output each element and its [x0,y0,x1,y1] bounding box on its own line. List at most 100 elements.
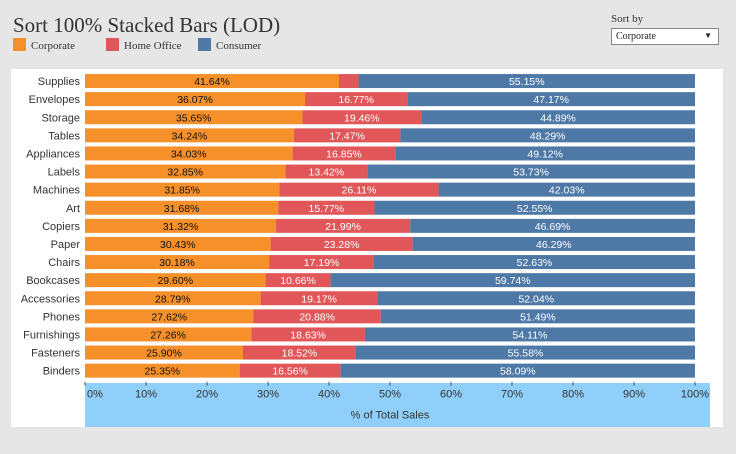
category-label-supplies: Supplies [38,76,81,88]
bar-segment-corporate-chairs[interactable] [85,255,270,270]
bar-segment-consumer-storage[interactable] [421,110,695,125]
category-label-accessories: Accessories [21,293,81,305]
bar-segment-corporate-furnishings[interactable] [85,327,252,342]
data-label-corporate-envelopes: 36.07% [177,94,213,106]
chart-title: Sort 100% Stacked Bars (LOD) [13,13,281,37]
category-label-phones: Phones [43,311,81,323]
bar-segment-corporate-machines[interactable] [85,182,280,197]
sort-by-dropdown[interactable]: Corporate ▼ [611,28,719,45]
bar-segment-corporate-binders[interactable] [85,363,240,378]
bar-segment-consumer-furnishings[interactable] [364,327,695,342]
bar-segment-corporate-supplies[interactable] [85,74,340,89]
bar-segment-home-office-art[interactable] [278,200,375,215]
bar-segment-consumer-labels[interactable] [367,164,695,179]
bar-segment-corporate-tables[interactable] [85,128,294,143]
data-label-consumer-binders: 58.09% [500,366,536,378]
bar-segment-consumer-chairs[interactable] [373,255,695,270]
bar-segment-consumer-machines[interactable] [438,182,695,197]
data-label-corporate-copiers: 31.32% [163,221,199,233]
data-label-home-office-art: 15.77% [309,203,345,215]
bar-segment-corporate-fasteners[interactable] [85,345,243,360]
bar-segment-home-office-appliances[interactable] [292,146,396,161]
sort-by-selected-value: Corporate [616,31,656,42]
data-label-corporate-chairs: 30.18% [159,257,195,269]
bar-segment-home-office-paper[interactable] [270,236,413,251]
bar-segment-consumer-art[interactable] [374,200,695,215]
bar-segment-home-office-phones[interactable] [253,309,381,324]
bar-segment-consumer-appliances[interactable] [395,146,695,161]
category-label-fasteners: Fasteners [31,348,80,360]
bar-segment-consumer-tables[interactable] [400,128,695,143]
bar-segment-home-office-machines[interactable] [279,182,439,197]
data-label-home-office-fasteners: 18.52% [282,348,318,360]
bar-segment-consumer-copiers[interactable] [410,218,695,233]
bar-segment-consumer-fasteners[interactable] [355,345,695,360]
bar-segment-consumer-bookcases[interactable] [330,273,695,288]
data-label-consumer-storage: 44.89% [540,112,576,124]
bar-segment-home-office-labels[interactable] [285,164,368,179]
data-label-corporate-furnishings: 27.26% [150,329,186,341]
bar-segment-corporate-phones[interactable] [85,309,254,324]
bar-segment-home-office-chairs[interactable] [269,255,374,270]
bar-segment-corporate-copiers[interactable] [85,218,277,233]
data-label-corporate-art: 31.68% [164,203,200,215]
bar-segment-consumer-binders[interactable] [340,363,695,378]
legend-item-corporate[interactable]: Corporate [13,38,75,52]
bar-segment-consumer-paper[interactable] [412,236,695,251]
data-label-consumer-furnishings: 54.11% [513,329,548,341]
data-label-corporate-labels: 32.85% [167,167,203,179]
bar-segment-home-office-fasteners[interactable] [242,345,356,360]
bar-segment-corporate-labels[interactable] [85,164,286,179]
legend-swatch-corporate [13,38,26,51]
category-label-chairs: Chairs [48,257,80,269]
bar-segment-consumer-accessories[interactable] [377,291,695,306]
category-label-storage: Storage [41,112,80,124]
bar-segment-corporate-accessories[interactable] [85,291,261,306]
bar-segment-corporate-envelopes[interactable] [85,92,306,107]
bar-segment-home-office-envelopes[interactable] [305,92,408,107]
data-label-consumer-copiers: 46.69% [535,221,571,233]
x-tick-label-3: 30% [257,389,279,401]
data-label-consumer-appliances: 49.12% [527,148,563,160]
data-label-corporate-binders: 25.35% [145,366,181,378]
data-label-consumer-fasteners: 55.58% [508,348,544,360]
bar-segment-home-office-copiers[interactable] [276,218,411,233]
bar-segment-home-office-bookcases[interactable] [265,273,331,288]
data-label-consumer-accessories: 52.04% [518,293,554,305]
x-tick-label-4: 40% [318,389,340,401]
category-label-labels: Labels [48,167,81,179]
x-tick-label-1: 10% [135,389,157,401]
data-label-home-office-phones: 20.88% [299,311,335,323]
bar-segment-consumer-envelopes[interactable] [407,92,696,107]
bar-segment-home-office-binders[interactable] [239,363,341,378]
bar-segment-corporate-storage[interactable] [85,110,303,125]
data-label-consumer-machines: 42.03% [549,185,585,197]
data-label-consumer-chairs: 52.63% [517,257,553,269]
bar-segment-home-office-tables[interactable] [293,128,401,143]
data-label-home-office-appliances: 16.85% [326,148,362,160]
data-label-home-office-accessories: 19.17% [301,293,337,305]
x-tick-label-10: 100% [681,389,709,401]
legend-item-consumer[interactable]: Consumer [198,38,261,52]
data-label-home-office-binders: 16.56% [272,366,308,378]
bar-segment-consumer-phones[interactable] [380,309,695,324]
bar-segment-home-office-storage[interactable] [302,110,422,125]
bar-segment-corporate-paper[interactable] [85,236,271,251]
bar-segment-corporate-bookcases[interactable] [85,273,266,288]
data-label-home-office-paper: 23.28% [324,239,360,251]
bar-segment-home-office-furnishings[interactable] [251,327,365,342]
chevron-down-icon: ▼ [704,31,712,40]
category-label-appliances: Appliances [26,148,80,160]
legend-item-home-office[interactable]: Home Office [106,38,182,52]
data-label-home-office-bookcases: 10.66% [280,275,316,287]
data-label-home-office-machines: 26.11% [341,185,376,197]
data-label-home-office-envelopes: 16.77% [338,94,374,106]
data-label-home-office-chairs: 17.19% [304,257,340,269]
bar-segment-home-office-supplies[interactable] [339,74,359,89]
bar-segment-corporate-appliances[interactable] [85,146,293,161]
bar-segment-home-office-accessories[interactable] [260,291,378,306]
data-label-corporate-phones: 27.62% [151,311,187,323]
bar-segment-corporate-art[interactable] [85,200,279,215]
bar-segment-consumer-supplies[interactable] [358,74,695,89]
